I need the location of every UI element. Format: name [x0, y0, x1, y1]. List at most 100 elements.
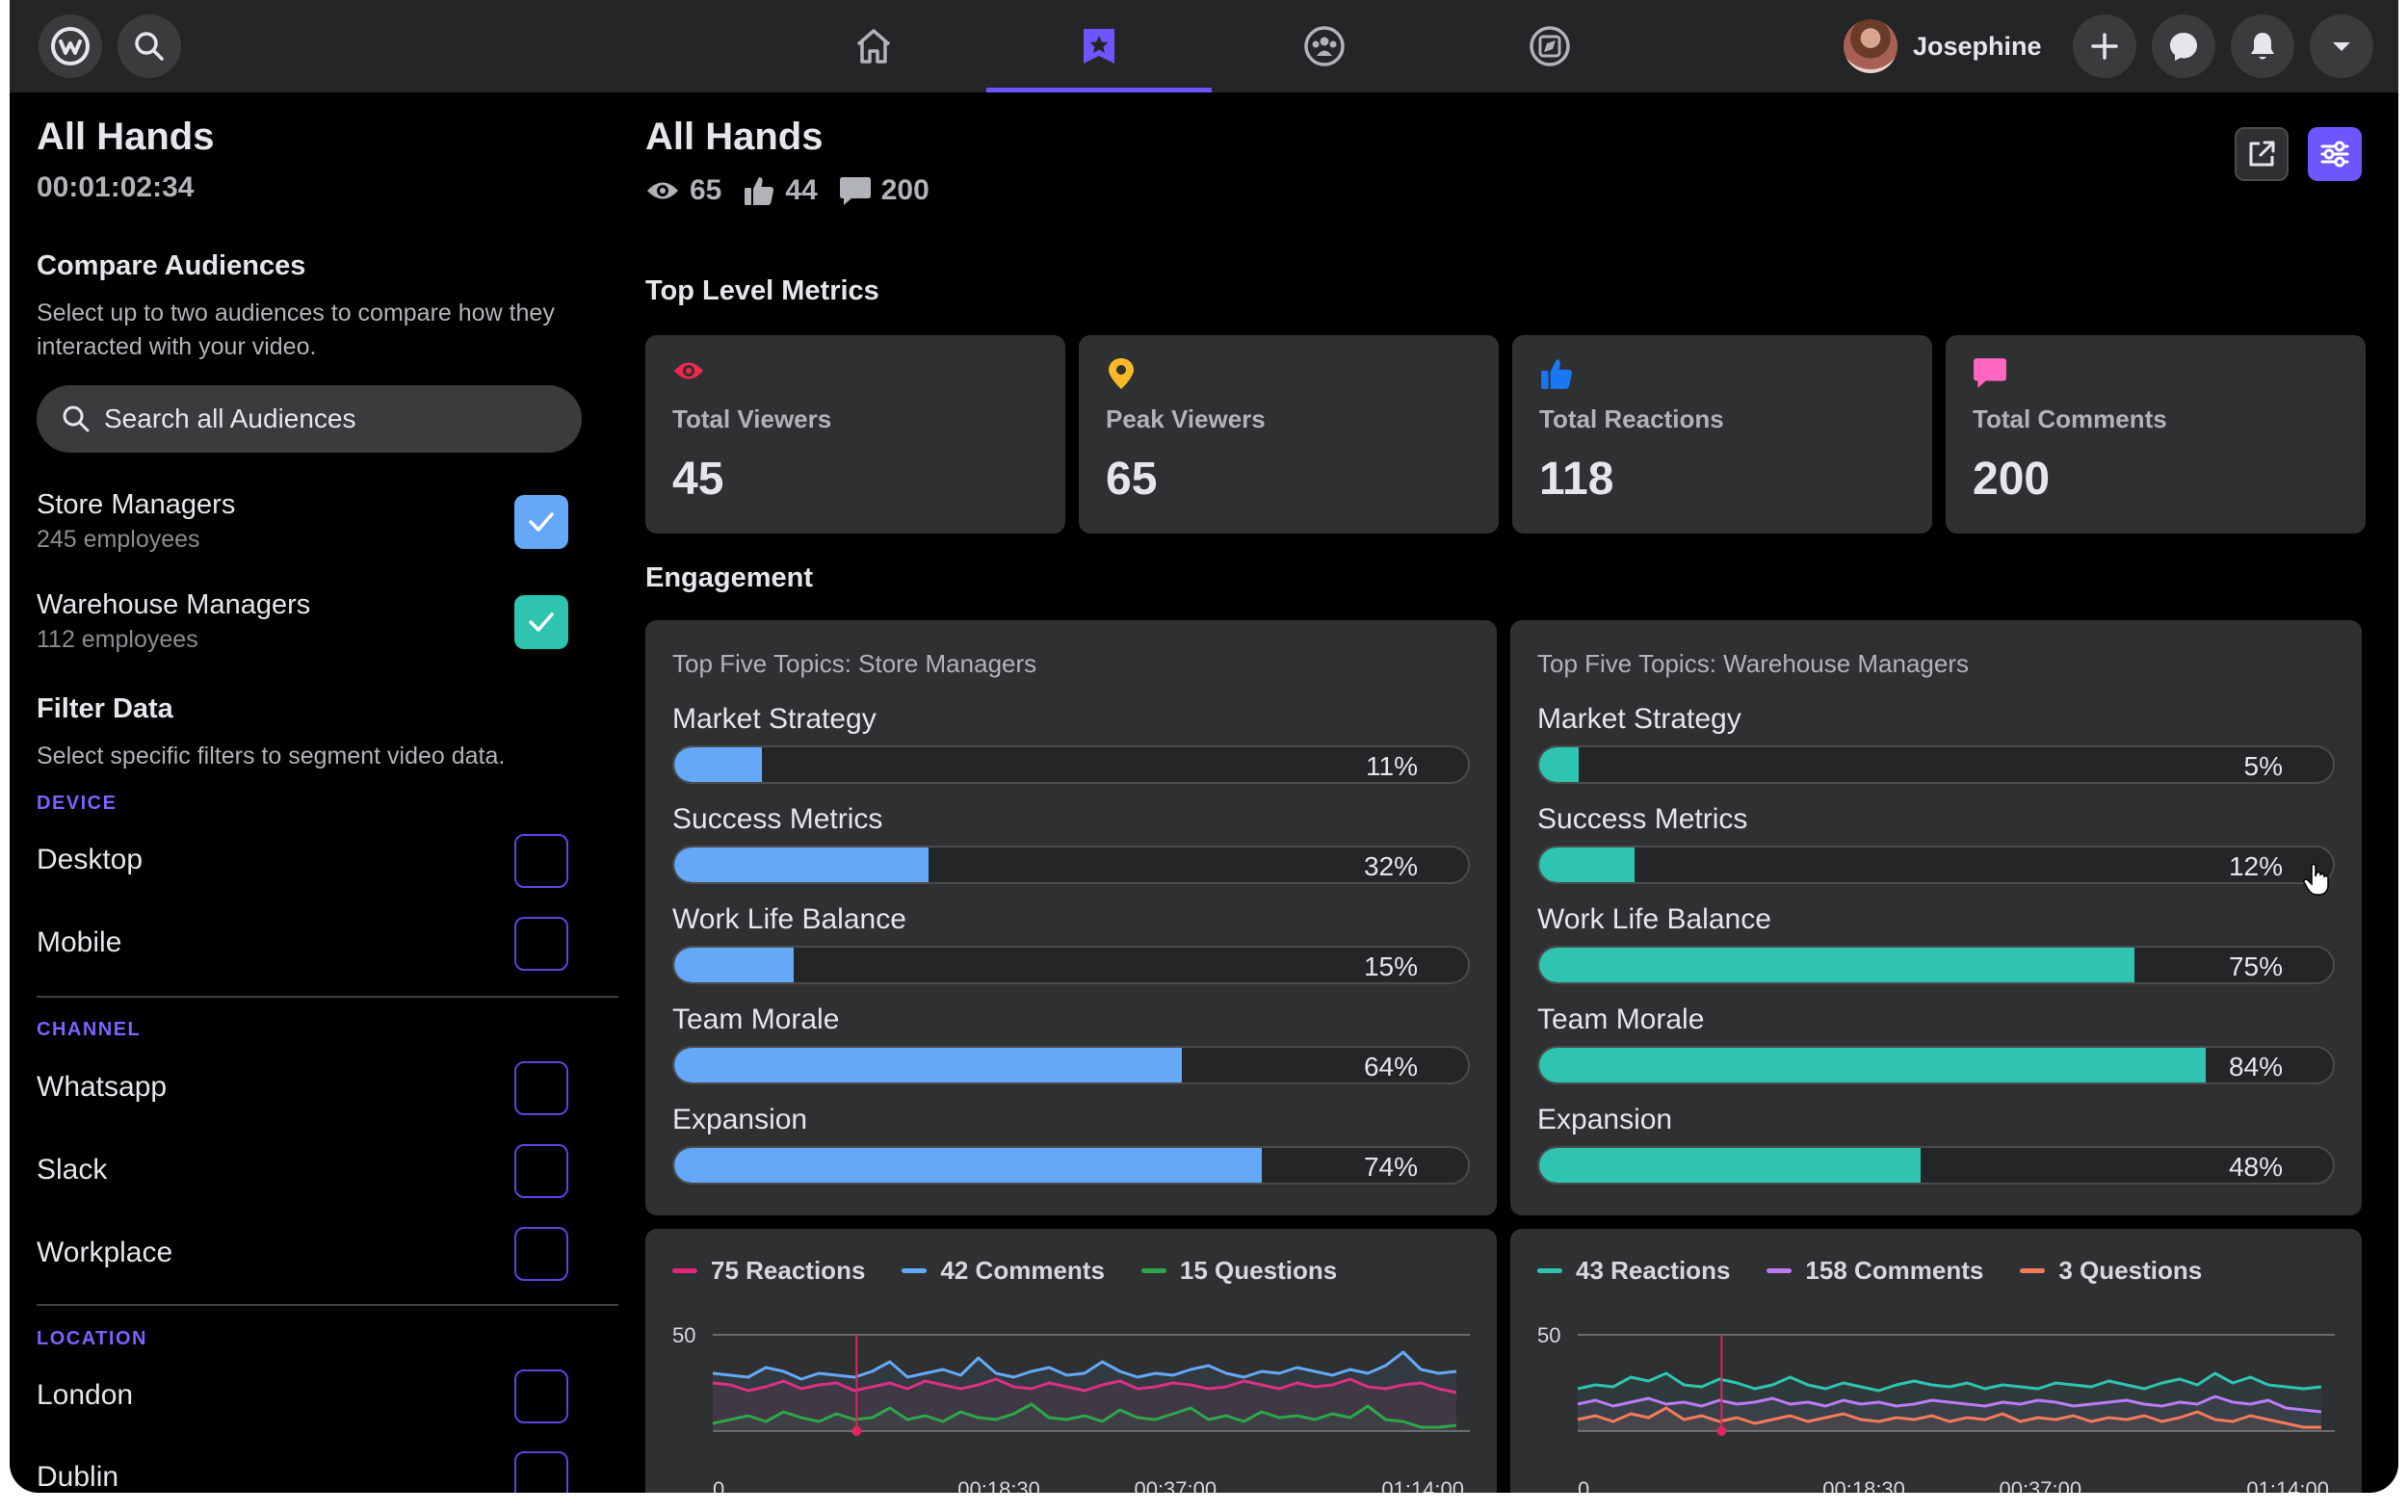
checkbox-london[interactable]	[514, 1369, 568, 1423]
avatar	[1844, 19, 1898, 73]
topic-bar[interactable]: 84%	[1537, 1046, 2335, 1084]
open-external-button[interactable]	[2235, 127, 2289, 181]
comment-icon	[1974, 358, 2006, 388]
checkbox-desktop[interactable]	[514, 834, 568, 888]
filter-mobile-label: Mobile	[37, 926, 122, 958]
topic-name: Expansion	[672, 1104, 808, 1135]
series-area	[1578, 1408, 2321, 1431]
settings-filter-button[interactable]	[2308, 127, 2362, 181]
topic-bar-fill	[674, 948, 794, 982]
topic-bar[interactable]: 48%	[1537, 1146, 2335, 1185]
filter-london-label: London	[37, 1379, 134, 1411]
checkbox-whatsapp[interactable]	[514, 1061, 568, 1115]
audience-count-warehouse-managers: 112 employees	[37, 626, 198, 653]
playhead-marker[interactable]	[1716, 1426, 1727, 1436]
category-label-device: DEVICE	[37, 793, 118, 814]
legend-item[interactable]: 75 Reactions	[672, 1256, 865, 1286]
topic-bar[interactable]: 5%	[1537, 745, 2335, 784]
tab-groups[interactable]	[1212, 0, 1437, 92]
topic-bar-fill	[674, 747, 762, 782]
topic-bar[interactable]: 75%	[1537, 946, 2335, 984]
playhead-marker[interactable]	[851, 1426, 862, 1436]
series-line[interactable]	[1577, 1406, 2321, 1429]
topic-name: Market Strategy	[672, 703, 877, 735]
panel-title: Top Five Topics: Warehouse Managers	[1537, 649, 1969, 678]
metric-card-total-comments: Total Comments 200	[1946, 335, 2366, 534]
legend-item[interactable]: 15 Questions	[1140, 1256, 1337, 1286]
series-line[interactable]	[712, 1377, 1457, 1395]
legend-item[interactable]: 42 Comments	[902, 1256, 1105, 1286]
checkbox-dublin[interactable]	[514, 1451, 568, 1493]
audience-name-store-managers: Store Managers	[37, 489, 236, 520]
search-icon	[63, 405, 90, 432]
metric-label: Total Viewers	[672, 404, 832, 433]
series-line[interactable]	[1577, 1395, 2322, 1414]
topic-name: Team Morale	[672, 1004, 840, 1035]
checkbox-store-managers[interactable]	[514, 495, 568, 549]
topic-bar[interactable]: 64%	[672, 1046, 1470, 1084]
legend-item[interactable]: 43 Reactions	[1537, 1256, 1730, 1286]
topic-bar[interactable]: 11%	[672, 745, 1470, 784]
category-label-location: LOCATION	[37, 1328, 147, 1349]
search-icon[interactable]	[118, 14, 181, 78]
metric-card-total-viewers: Total Viewers 45	[645, 335, 1065, 534]
bell-icon[interactable]	[2231, 14, 2294, 78]
audience-search-box[interactable]	[37, 385, 582, 453]
compare-audiences-heading: Compare Audiences	[37, 250, 306, 281]
app-window: Josephine All Hands 00:01:02:34 Compare …	[10, 0, 2398, 1493]
tab-live[interactable]	[986, 0, 1212, 92]
checkbox-mobile[interactable]	[514, 917, 568, 971]
video-duration: 00:01:02:34	[37, 171, 195, 203]
external-link-icon	[2249, 141, 2275, 167]
topic-name: Success Metrics	[672, 803, 883, 835]
legend-label: 3 Questions	[2058, 1256, 2203, 1285]
x-tick-label: 00:18:30	[957, 1477, 1040, 1493]
y-tick-label: 50	[1537, 1323, 1560, 1347]
metric-value: 65	[1106, 454, 1158, 505]
metric-label: Total Comments	[1973, 404, 2167, 433]
top-level-metrics-heading: Top Level Metrics	[645, 275, 879, 306]
series-line[interactable]	[1577, 1371, 2322, 1393]
user-profile-chip[interactable]: Josephine	[1838, 13, 2061, 79]
legend-label: 42 Comments	[940, 1256, 1105, 1285]
divider	[37, 1304, 618, 1306]
filter-data-heading: Filter Data	[37, 693, 173, 724]
topic-bar[interactable]: 12%	[1537, 846, 2335, 884]
topic-bar-fill	[1539, 747, 1580, 782]
top-navigation-bar: Josephine	[10, 0, 2398, 92]
series-line[interactable]	[712, 1350, 1457, 1381]
check-icon	[529, 512, 554, 532]
topic-name: Team Morale	[1537, 1004, 1705, 1035]
topic-name: Expansion	[1537, 1104, 1673, 1135]
topic-bar-fill	[1539, 1048, 2207, 1082]
tab-home[interactable]	[761, 0, 986, 92]
audience-name-warehouse-managers: Warehouse Managers	[37, 589, 311, 620]
plus-icon[interactable]	[2073, 14, 2136, 78]
likes-count: 44	[785, 174, 818, 206]
legend-item[interactable]: 3 Questions	[2020, 1256, 2202, 1286]
caret-down-icon[interactable]	[2310, 14, 2373, 78]
workplace-logo-icon[interactable]	[39, 14, 102, 78]
topic-bar[interactable]: 32%	[672, 846, 1470, 884]
topic-bar[interactable]: 15%	[672, 946, 1470, 984]
tab-explore[interactable]	[1437, 0, 1662, 92]
series-line[interactable]	[712, 1402, 1457, 1429]
x-tick-label: 00:18:30	[1822, 1477, 1905, 1493]
messenger-icon[interactable]	[2152, 14, 2215, 78]
main-content: All Hands 65 44 200 Top Level Metrics	[616, 92, 2398, 1493]
topic-percentage: 84%	[2228, 1052, 2283, 1082]
topic-bar[interactable]: 74%	[672, 1146, 1470, 1185]
views-count: 65	[690, 174, 722, 206]
badge-star-icon	[1084, 29, 1114, 64]
location-pin-icon	[1109, 358, 1134, 389]
checkbox-slack[interactable]	[514, 1144, 568, 1198]
metric-card-peak-viewers: Peak Viewers 65	[1079, 335, 1499, 534]
checkbox-warehouse-managers[interactable]	[514, 595, 568, 649]
chart-legend: 43 Reactions 158 Comments 3 Questions	[1537, 1256, 2238, 1286]
audience-search-input[interactable]	[104, 404, 566, 434]
legend-item[interactable]: 158 Comments	[1767, 1256, 1983, 1286]
line-chart[interactable]: 50 0 00:18:30 00:37:00 01:14:00	[645, 1229, 1497, 1493]
line-chart[interactable]: 50 0 00:18:30 00:37:00 01:14:00	[1510, 1229, 2362, 1493]
series-area	[713, 1404, 1456, 1431]
checkbox-workplace[interactable]	[514, 1227, 568, 1281]
